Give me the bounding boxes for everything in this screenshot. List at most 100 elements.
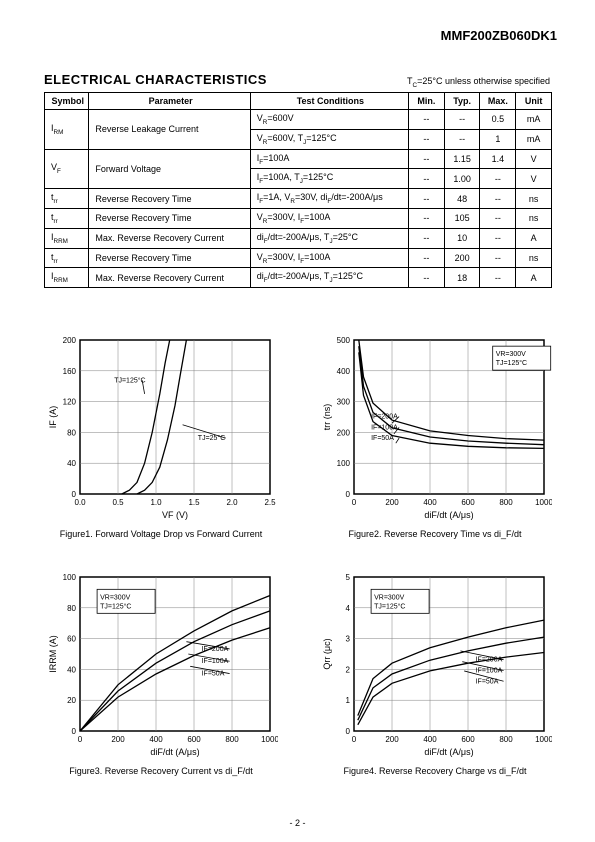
cell-typ: 105: [444, 208, 480, 228]
th-conditions: Test Conditions: [250, 93, 408, 110]
table-row: trrReverse Recovery TimeVR=300V, IF=100A…: [45, 248, 552, 268]
svg-text:60: 60: [67, 635, 76, 644]
cell-unit: ns: [516, 189, 552, 209]
svg-text:Qrr (μc): Qrr (μc): [322, 638, 332, 669]
svg-text:5: 5: [346, 573, 351, 582]
svg-text:VR=300V: VR=300V: [496, 351, 526, 358]
svg-text:100: 100: [63, 573, 77, 582]
table-row: VFForward VoltageIF=100A--1.151.4V: [45, 149, 552, 169]
svg-text:diF/dt (A/μs): diF/dt (A/μs): [424, 747, 473, 757]
cell-symbol: trr: [45, 189, 89, 209]
svg-text:diF/dt (A/μs): diF/dt (A/μs): [424, 510, 473, 520]
svg-text:20: 20: [67, 696, 76, 705]
svg-text:200: 200: [63, 336, 77, 345]
cell-cond: IF=1A, VR=30V, diF/dt=-200A/μs: [250, 189, 408, 209]
table-head: Symbol Parameter Test Conditions Min. Ty…: [45, 93, 552, 110]
cell-max: --: [480, 228, 516, 248]
figure-2-caption: Figure2. Reverse Recovery Time vs di_F/d…: [318, 529, 552, 539]
figure-1-caption: Figure1. Forward Voltage Drop vs Forward…: [44, 529, 278, 539]
figure-2-svg: 020040060080010000100200300400500diF/dt …: [318, 332, 552, 522]
svg-text:TJ=125°C: TJ=125°C: [496, 359, 527, 367]
svg-text:2.5: 2.5: [264, 498, 276, 507]
svg-text:IF=200A: IF=200A: [476, 657, 503, 664]
th-max: Max.: [480, 93, 516, 110]
table-row: IRRMMax. Reverse Recovery CurrentdiF/dt=…: [45, 228, 552, 248]
cell-min: --: [409, 208, 445, 228]
svg-text:1: 1: [346, 696, 351, 705]
svg-text:IF (A): IF (A): [48, 406, 58, 429]
cell-cond: VR=600V, TJ=125°C: [250, 129, 408, 149]
page-number: - 2 -: [0, 818, 595, 828]
svg-text:100: 100: [337, 459, 351, 468]
th-unit: Unit: [516, 93, 552, 110]
cell-unit: mA: [516, 129, 552, 149]
cell-unit: A: [516, 268, 552, 288]
cell-typ: 48: [444, 189, 480, 209]
condition-note: TC=25°C unless otherwise specified: [407, 76, 550, 89]
cell-min: --: [409, 248, 445, 268]
cell-min: --: [409, 268, 445, 288]
cell-unit: ns: [516, 248, 552, 268]
svg-text:500: 500: [337, 336, 351, 345]
svg-text:VR=300V: VR=300V: [374, 594, 404, 601]
cell-unit: mA: [516, 110, 552, 130]
table-row: trrReverse Recovery TimeIF=1A, VR=30V, d…: [45, 189, 552, 209]
svg-text:IF=200A: IF=200A: [371, 414, 398, 421]
svg-text:IF=100A: IF=100A: [371, 424, 398, 431]
svg-text:1000: 1000: [535, 735, 552, 744]
cell-cond: IF=100A, TJ=125°C: [250, 169, 408, 189]
cell-min: --: [409, 189, 445, 209]
th-typ: Typ.: [444, 93, 480, 110]
svg-text:4: 4: [346, 604, 351, 613]
cell-cond: VR=300V, IF=100A: [250, 248, 408, 268]
section-title: ELECTRICAL CHARACTERISTICS: [44, 72, 267, 87]
svg-text:TJ=25°C: TJ=25°C: [198, 434, 226, 442]
cell-typ: 10: [444, 228, 480, 248]
svg-text:0: 0: [352, 498, 357, 507]
figure-3: 02004006008001000020406080100diF/dt (A/μ…: [44, 569, 278, 776]
svg-text:400: 400: [149, 735, 163, 744]
svg-text:800: 800: [499, 498, 513, 507]
svg-text:1000: 1000: [535, 498, 552, 507]
cell-typ: 1.15: [444, 149, 480, 169]
figure-4-caption: Figure4. Reverse Recovery Charge vs di_F…: [318, 766, 552, 776]
th-min: Min.: [409, 93, 445, 110]
svg-text:2: 2: [346, 665, 351, 674]
svg-text:200: 200: [385, 498, 399, 507]
svg-text:1000: 1000: [261, 735, 278, 744]
cell-typ: 18: [444, 268, 480, 288]
cell-unit: V: [516, 149, 552, 169]
svg-text:diF/dt (A/μs): diF/dt (A/μs): [150, 747, 199, 757]
figure-4: 02004006008001000012345diF/dt (A/μs)Qrr …: [318, 569, 552, 776]
figure-1-svg: 0.00.51.01.52.02.504080120160200VF (V)IF…: [44, 332, 278, 522]
cell-max: --: [480, 169, 516, 189]
cell-unit: V: [516, 169, 552, 189]
svg-text:400: 400: [337, 367, 351, 376]
cell-param: Reverse Recovery Time: [89, 208, 250, 228]
cell-cond: diF/dt=-200A/μs, TJ=25°C: [250, 228, 408, 248]
cell-max: --: [480, 268, 516, 288]
svg-text:0: 0: [78, 735, 83, 744]
th-symbol: Symbol: [45, 93, 89, 110]
svg-text:IF=200A: IF=200A: [202, 646, 229, 653]
cell-min: --: [409, 129, 445, 149]
cell-param: Max. Reverse Recovery Current: [89, 268, 250, 288]
svg-text:300: 300: [337, 398, 351, 407]
cell-max: --: [480, 208, 516, 228]
cell-max: 1: [480, 129, 516, 149]
cell-min: --: [409, 110, 445, 130]
cell-symbol: trr: [45, 208, 89, 228]
cell-max: 0.5: [480, 110, 516, 130]
cell-cond: VR=600V: [250, 110, 408, 130]
svg-text:VR=300V: VR=300V: [100, 594, 130, 601]
figure-2: 020040060080010000100200300400500diF/dt …: [318, 332, 552, 539]
svg-text:VF (V): VF (V): [162, 510, 188, 520]
cell-symbol: trr: [45, 248, 89, 268]
cell-param: Max. Reverse Recovery Current: [89, 228, 250, 248]
cell-symbol: VF: [45, 149, 89, 189]
cell-typ: --: [444, 129, 480, 149]
svg-text:TJ=125°C: TJ=125°C: [374, 602, 405, 610]
th-parameter: Parameter: [89, 93, 250, 110]
figure-4-svg: 02004006008001000012345diF/dt (A/μs)Qrr …: [318, 569, 552, 759]
svg-text:200: 200: [385, 735, 399, 744]
